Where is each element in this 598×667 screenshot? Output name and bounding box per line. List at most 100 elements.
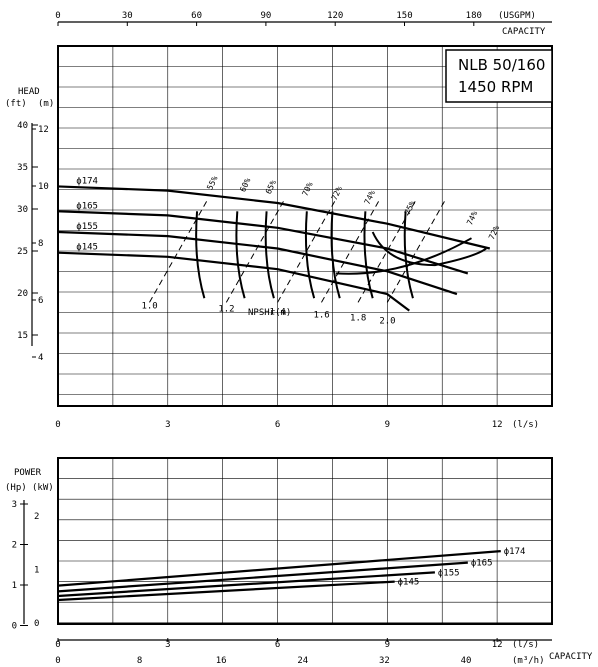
npsh-label: 2.0	[379, 317, 395, 327]
head-x-tick-label: 6	[275, 420, 280, 430]
head-m-tick-label: 6	[38, 296, 43, 306]
efficiency-curve	[235, 211, 246, 299]
power-curve-ϕ165	[57, 561, 468, 593]
npsh-label: 1.6	[313, 311, 329, 321]
head-x-tick-label: 12	[492, 420, 503, 430]
head-ft-tick-label: 20	[17, 289, 28, 299]
model-title-box	[445, 49, 553, 103]
power-x-unit-label: (l/s)	[512, 640, 539, 650]
usgpm-tick-label: 90	[260, 11, 271, 21]
power-kw-tick-label: 1	[34, 566, 39, 576]
capacity-label: CAPACITY	[502, 27, 546, 37]
power-curve-ϕ145	[57, 580, 395, 602]
power-curve-label: ϕ174	[504, 547, 526, 557]
head-m-tick-label: 10	[38, 182, 49, 192]
usgpm-tick-label: 30	[122, 11, 133, 21]
head-x-tick-label: 9	[385, 420, 390, 430]
head-x-unit-label: (l/s)	[512, 420, 539, 430]
power-curve-ϕ155	[57, 571, 435, 598]
power-x-tick-label: 3	[165, 640, 170, 650]
npsh-title: NPSHr(m)	[248, 308, 291, 318]
head-curve-ϕ165	[57, 210, 469, 275]
head-curve-label: ϕ165	[76, 201, 98, 211]
head-m-tick-label: 12	[38, 125, 49, 135]
usgpm-unit-label: (USGPM)	[498, 11, 536, 21]
bottom-capacity-label: CAPACITY	[549, 652, 593, 662]
power-hp-tick-label: 3	[12, 500, 17, 510]
head-curve-ϕ145	[57, 251, 410, 312]
power-hp-unit: (Hp)	[5, 483, 27, 493]
m3h-unit-label: (m³/h)	[512, 656, 545, 666]
m3h-tick-label: 24	[297, 656, 308, 666]
head-m-unit: (m)	[38, 99, 54, 109]
efficiency-loop-curve	[371, 231, 487, 267]
npsh-line	[225, 198, 286, 303]
efficiency-curve	[403, 211, 414, 299]
power-plot-frame	[57, 457, 553, 625]
head-m-tick-label: 4	[38, 353, 43, 363]
head-axis-title: HEAD	[18, 87, 40, 97]
power-x-tick-label: 9	[385, 640, 390, 650]
usgpm-tick-label: 120	[327, 11, 343, 21]
m3h-tick-label: 32	[379, 656, 390, 666]
head-curve-ϕ174	[57, 185, 491, 250]
power-hp-tick-label: 1	[12, 581, 17, 591]
head-curve-label: ϕ155	[76, 222, 98, 232]
power-x-tick-label: 6	[275, 640, 280, 650]
power-x-tick-label: 12	[492, 640, 503, 650]
npsh-label: 1.2	[218, 305, 234, 315]
npsh-label: 1.8	[350, 314, 366, 324]
head-ft-tick-label: 40	[17, 121, 28, 131]
m3h-tick-label: 40	[461, 656, 472, 666]
usgpm-tick-label: 150	[396, 11, 412, 21]
efficiency-curve	[195, 211, 206, 299]
power-hp-tick-label: 2	[12, 541, 17, 551]
efficiency-label: 65%	[264, 178, 278, 195]
efficiency-loop-curve	[336, 237, 472, 275]
power-curve-label: ϕ165	[471, 559, 493, 569]
power-kw-tick-label: 2	[34, 512, 39, 522]
efficiency-label: 55%	[205, 174, 219, 191]
power-kw-tick-label: 0	[34, 619, 39, 629]
head-ft-tick-label: 35	[17, 163, 28, 173]
head-x-tick-label: 3	[165, 420, 170, 430]
m3h-tick-label: 0	[55, 656, 60, 666]
head-x-tick-label: 0	[55, 420, 60, 430]
power-axis-title: POWER	[14, 468, 42, 478]
power-curve-label: ϕ155	[438, 568, 460, 578]
head-curve-label: ϕ174	[76, 176, 98, 186]
power-hp-tick-label: 0	[12, 622, 17, 632]
npsh-label: 1.4	[270, 308, 286, 318]
efficiency-label: 74%	[363, 189, 377, 206]
usgpm-tick-label: 0	[55, 11, 60, 21]
efficiency-label: 74%	[465, 210, 479, 227]
efficiency-curve	[304, 211, 316, 299]
m3h-tick-label: 16	[216, 656, 227, 666]
head-ft-unit: (ft)	[5, 99, 27, 109]
power-curve-ϕ174	[57, 550, 501, 587]
head-ft-tick-label: 25	[17, 247, 28, 257]
npsh-label: 1.0	[141, 302, 157, 312]
efficiency-curve	[363, 211, 374, 299]
head-m-tick-label: 8	[38, 239, 43, 249]
power-kw-unit: (kW)	[32, 483, 54, 493]
model-speed: 1450 RPM	[458, 78, 533, 96]
usgpm-tick-label: 180	[466, 11, 482, 21]
efficiency-label: 72%	[487, 224, 501, 241]
usgpm-tick-label: 60	[191, 11, 202, 21]
head-ft-tick-label: 15	[17, 331, 28, 341]
head-curve-ϕ155	[57, 230, 458, 296]
efficiency-curve	[330, 211, 341, 299]
efficiency-label: 70%	[300, 181, 314, 198]
efficiency-label: 60%	[238, 176, 252, 193]
head-curve-label: ϕ145	[76, 243, 98, 253]
efficiency-label: 72%	[330, 185, 344, 202]
m3h-tick-label: 8	[137, 656, 142, 666]
head-ft-tick-label: 30	[17, 205, 28, 215]
head-plot-frame	[57, 45, 553, 407]
power-curve-label: ϕ145	[398, 578, 420, 588]
power-x-tick-label: 0	[55, 640, 60, 650]
model-name: NLB 50/160	[458, 56, 545, 74]
efficiency-curve	[264, 211, 275, 299]
